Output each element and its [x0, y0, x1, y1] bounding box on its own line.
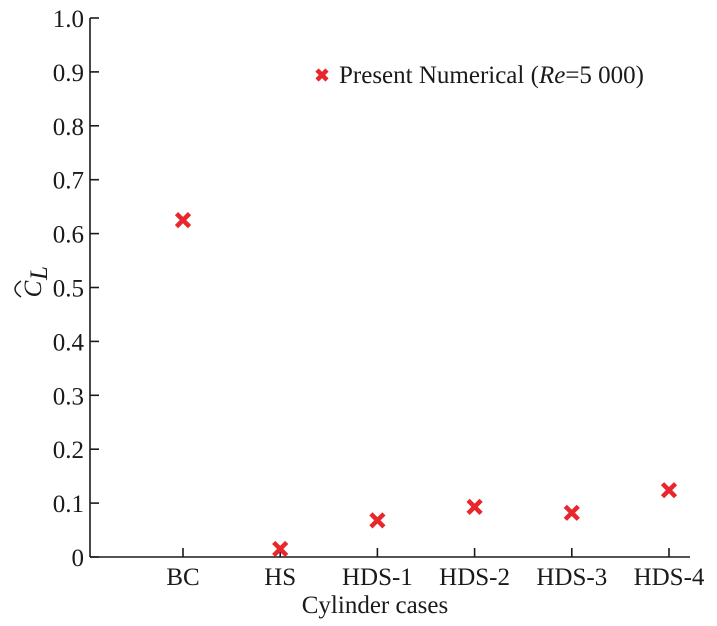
y-axis-title: C L — [14, 266, 53, 298]
y-tick-label: 0.5 — [53, 276, 84, 303]
x-axis: BC HS HDS-1 HDS-2 HDS-3 HDS-4 — [90, 548, 705, 591]
y-tick-label: 0.1 — [53, 491, 84, 518]
x-tick-label: HDS-2 — [439, 564, 510, 591]
legend-marker — [315, 68, 329, 82]
data-point — [660, 482, 678, 499]
y-tick-label: 0.9 — [53, 60, 84, 87]
x-tick-label: HS — [264, 564, 296, 591]
y-axis-title-c: C — [20, 280, 47, 297]
hat-icon — [14, 280, 22, 298]
y-tick-label: 0.8 — [53, 114, 84, 141]
y-tick-label: 0 — [72, 545, 85, 572]
y-tick-label: 0.6 — [53, 222, 84, 249]
x-tick-label: HDS-4 — [634, 564, 705, 591]
data-point — [174, 212, 192, 229]
legend-label: Present Numerical (Re=5 000) — [339, 62, 644, 89]
data-points — [174, 212, 678, 558]
y-tick-label: 0.4 — [53, 329, 85, 356]
y-tick-label: 0.2 — [53, 437, 84, 464]
x-tick-label: BC — [166, 564, 199, 591]
data-point — [272, 540, 289, 558]
x-tick-label: HDS-3 — [536, 564, 607, 591]
y-tick-label: 0.3 — [53, 383, 84, 410]
y-tick-label: 1.0 — [53, 6, 84, 33]
data-point — [369, 512, 386, 529]
y-tick-label: 0.7 — [53, 168, 84, 195]
legend: Present Numerical (Re=5 000) — [315, 62, 644, 89]
legend-marker-icon — [315, 68, 329, 82]
y-axis-title-subscript: L — [26, 266, 53, 281]
data-point — [466, 498, 483, 515]
data-point — [563, 504, 580, 521]
x-tick-label: HDS-1 — [342, 564, 413, 591]
y-axis: 0 0.1 0.2 0.3 0.4 0.5 0.6 0.7 0.8 0.9 1.0 — [53, 6, 99, 572]
x-axis-title: Cylinder cases — [302, 592, 448, 619]
